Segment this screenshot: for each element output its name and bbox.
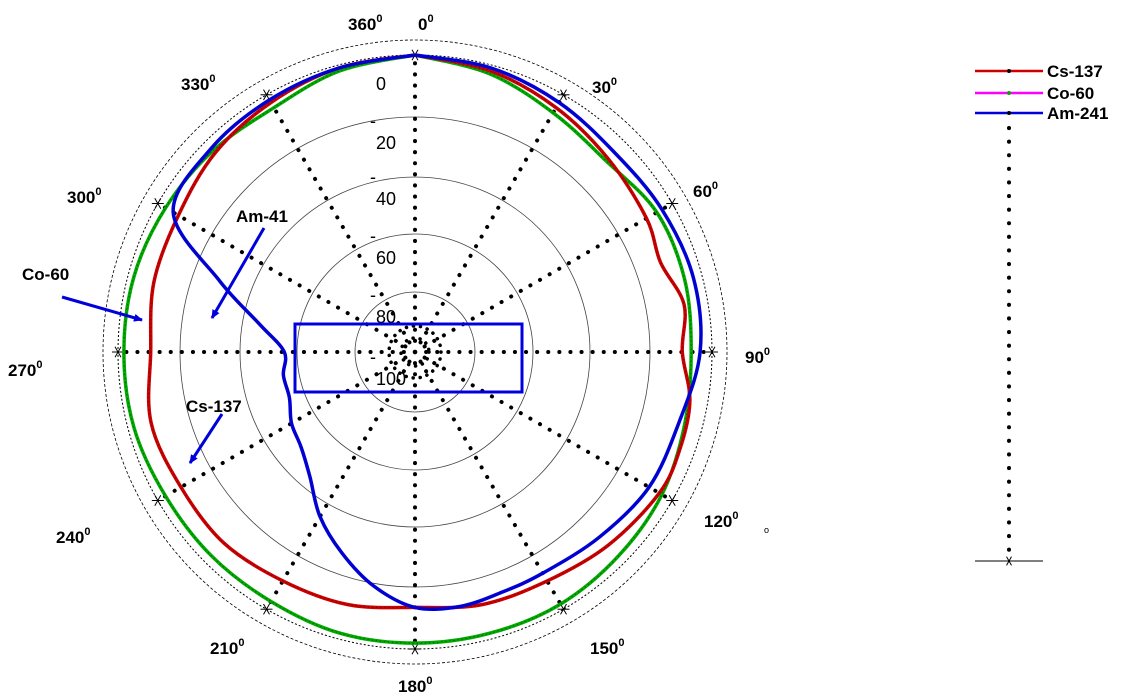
radial-tick-label: 100 [376, 369, 406, 389]
angle-label: 3000 [67, 186, 102, 207]
marker-stroke [708, 346, 716, 358]
angle-label: 2700 [8, 359, 43, 380]
legend-marker [1007, 91, 1011, 95]
radial-tick-minus: - [370, 285, 376, 305]
angle-label: 3300 [181, 73, 216, 94]
annotation-co-60: Co-60 [22, 265, 69, 284]
radial-tick-label: 40 [376, 189, 396, 209]
legend-entry: Am-241 [975, 104, 1108, 123]
asterisk-marker [260, 603, 273, 615]
marker-stroke [668, 198, 676, 209]
radial-tick-minus: - [370, 167, 376, 187]
marker-stroke [668, 495, 676, 506]
angle-label: 3600 [348, 13, 383, 34]
annotations: Am-41 Co-60 Cs-137 [22, 207, 288, 464]
angle-label: 2100 [210, 637, 245, 658]
angle-label: 900 [745, 346, 770, 367]
marker-stroke [154, 198, 162, 209]
radial-tick-label: 80 [376, 307, 396, 327]
series-line-am-241 [171, 53, 703, 612]
asterisk-marker [557, 603, 570, 615]
series-lines [122, 53, 703, 645]
annotation-arrow [188, 413, 224, 464]
stray-degree-mark: o [764, 525, 769, 535]
spoke-end-markers [112, 49, 718, 655]
asterisk-marker [151, 495, 164, 506]
highlight-box [293, 322, 524, 394]
inner-dot-ring [387, 324, 443, 380]
asterisk-marker [557, 89, 570, 101]
annotation-am-41: Am-41 [236, 207, 288, 226]
grid-ring [239, 176, 591, 528]
grid-ring [296, 233, 534, 471]
legend-asterisk [1006, 556, 1012, 566]
angle-label: 00 [418, 13, 434, 34]
series-markers-co-60 [123, 54, 692, 644]
asterisk-marker [260, 89, 273, 101]
asterisk-marker [666, 495, 679, 506]
radial-tick-label: 0 [376, 74, 386, 94]
asterisk-marker [151, 198, 164, 209]
angle-label: 1200 [704, 510, 739, 531]
marker-stroke [114, 346, 122, 358]
radial-tick-minus: - [370, 226, 376, 246]
outer-ring [102, 39, 728, 665]
annotation-cs-137: Cs-137 [186, 397, 242, 416]
legend-label: Co-60 [1047, 84, 1094, 103]
angle-label: 1500 [590, 637, 625, 658]
marker-stroke [560, 603, 567, 615]
angle-label: 300 [592, 76, 617, 97]
radial-tick-labels: 0-20-40-60-80-100 [370, 74, 406, 389]
angular-grid [116, 53, 714, 651]
angle-tick-labels: 0030060090012001500180021002400270030003… [8, 13, 770, 696]
marker-stroke [154, 495, 162, 506]
radial-tick-minus: - [370, 347, 376, 367]
grid-ring [354, 291, 476, 413]
highlight-rect [293, 322, 524, 394]
radial-tick-label: 20 [376, 133, 396, 153]
marker-stroke [560, 89, 567, 101]
marker-stroke [263, 603, 270, 615]
grid-spoke [413, 92, 566, 354]
legend-label: Cs-137 [1047, 62, 1103, 81]
series-markers-cs-137 [148, 54, 691, 609]
series-line-cs-137 [146, 53, 692, 610]
angle-label: 2400 [56, 526, 91, 547]
legend-marker [1007, 69, 1011, 73]
legend-entry: Co-60 [975, 84, 1094, 103]
asterisk-marker [706, 346, 718, 358]
marker-stroke [411, 643, 419, 655]
annotation-arrow [61, 295, 143, 322]
grid-spoke [413, 350, 675, 503]
grid-spoke [413, 201, 675, 354]
legend-marker [1007, 111, 1011, 115]
asterisk-marker [112, 346, 124, 358]
radial-tick-minus: - [370, 111, 376, 131]
asterisk-marker [409, 643, 421, 655]
annotation-arrow [210, 227, 266, 319]
radial-tick-label: 60 [376, 248, 396, 268]
asterisk-marker [666, 198, 679, 209]
marker-stroke [263, 89, 270, 101]
legend-entry: Cs-137 [975, 62, 1103, 81]
legend-label: Am-241 [1047, 104, 1108, 123]
series-markers-am-241 [172, 54, 702, 610]
inner-dot-ring [399, 336, 431, 368]
angle-label: 1800 [398, 675, 433, 696]
angle-label: 600 [693, 180, 718, 201]
